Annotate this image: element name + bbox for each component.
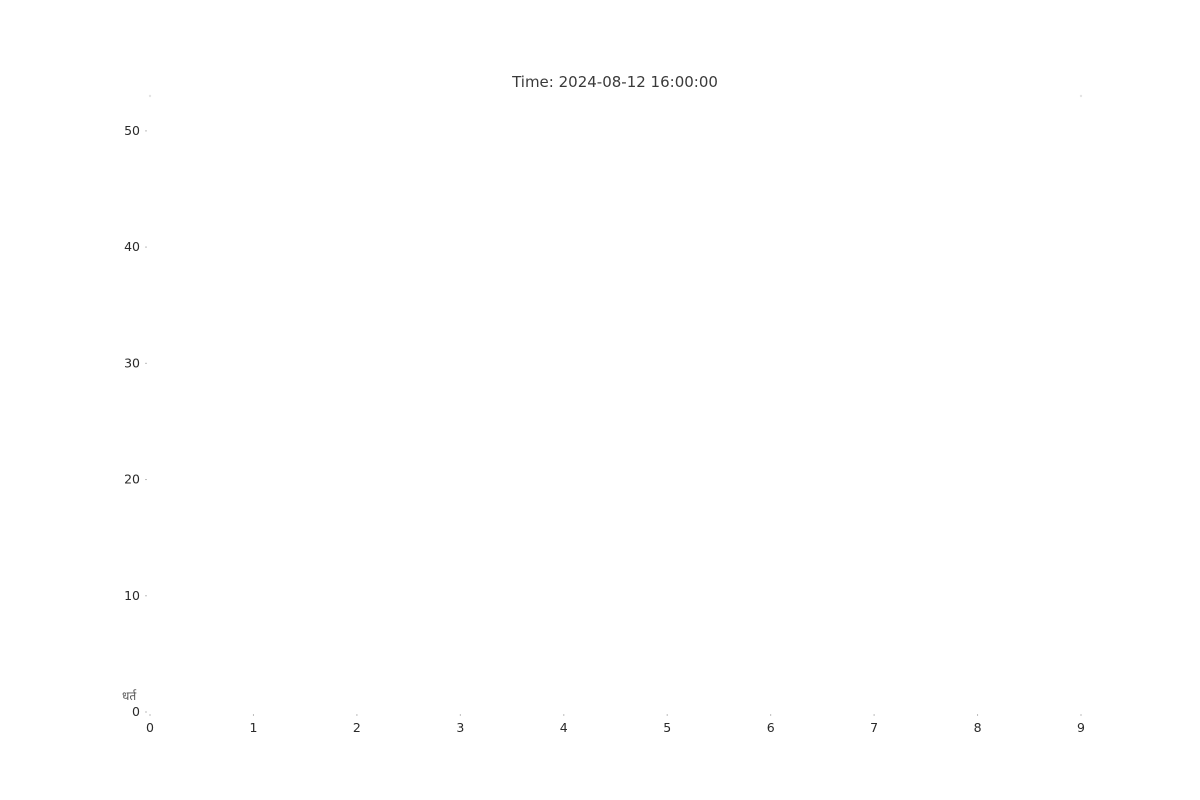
y-tick-label: 50	[124, 123, 140, 138]
y-tick-label: 30	[124, 355, 140, 370]
x-tick-label: 6	[767, 720, 775, 735]
chart-title: Time: 2024-08-12 16:00:00	[511, 73, 718, 91]
x-tick-label: 7	[870, 720, 878, 735]
x-tick-label: 2	[353, 720, 361, 735]
y-tick-label: 20	[124, 472, 140, 487]
x-tick-label: 5	[663, 720, 671, 735]
x-tick-label: 1	[249, 720, 257, 735]
stray-label: धर्त	[122, 689, 137, 703]
x-tick-label: 0	[146, 720, 154, 735]
x-tick-label: 3	[456, 720, 464, 735]
y-axis: 0 10 20 30 40 50	[124, 123, 147, 719]
plot-corner-marker	[148, 94, 152, 98]
y-tick-label: 10	[124, 588, 140, 603]
x-tick-label: 9	[1077, 720, 1085, 735]
y-tick-label: 40	[124, 239, 140, 254]
y-tick-label: 0	[132, 704, 140, 719]
plot-corner-marker	[1079, 94, 1083, 98]
x-axis: 0 1 2 3 4 5 6 7 8 9	[146, 714, 1085, 735]
x-tick-label: 8	[974, 720, 982, 735]
x-tick-label: 4	[560, 720, 568, 735]
